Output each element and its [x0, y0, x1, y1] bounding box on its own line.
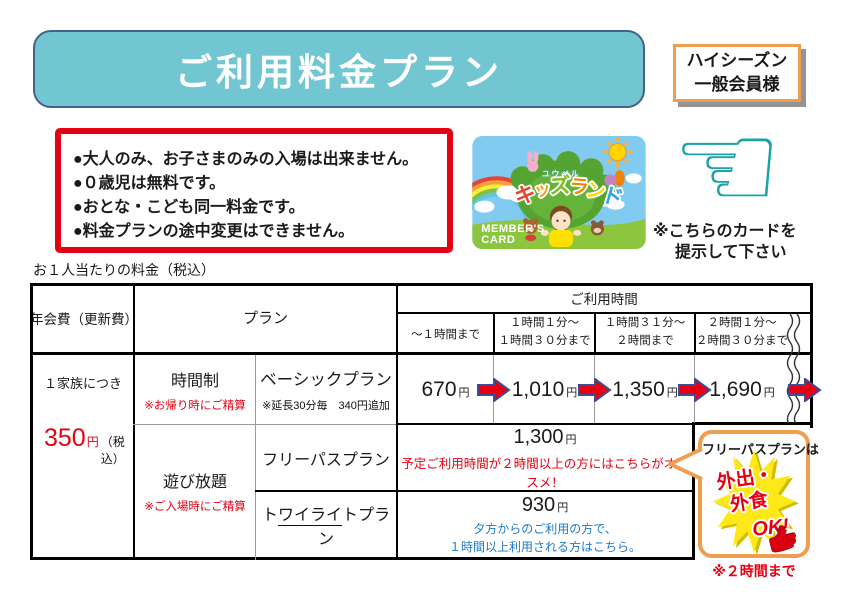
table-gridline [398, 312, 810, 314]
time-slot-header: ～１時間まで [411, 329, 480, 342]
notice-item: ●おとな・こども同一料金です。 [73, 199, 305, 216]
child-icon [540, 205, 582, 247]
title-banner: ご利用料金プラン [33, 30, 645, 108]
table-gridline [594, 312, 596, 355]
bubble-title: フリーパスプランは [702, 442, 819, 457]
per-family-label: １家族につき [44, 376, 123, 391]
table-border [30, 283, 813, 286]
two-hour-limit-note: ※２時間まで [712, 563, 796, 579]
table-border [30, 557, 695, 560]
arrow-right-icon [477, 378, 511, 402]
freepass-note: 予定ご利用時間が２時間以上の方にはこちらがオススメ！ [401, 456, 689, 490]
card-brand-top: ユウベル [542, 169, 580, 178]
bubble-tail [668, 447, 703, 481]
table-gridline [30, 352, 813, 355]
squirrel-icon [604, 170, 625, 187]
hourly-plan-name: 時間制 [170, 372, 219, 390]
season-member-box: ハイシーズン 一般会員様 [673, 44, 801, 102]
notice-item: ●大人のみ、お子さまのみの入場は出来ません。 [73, 151, 419, 168]
col-header-usage-time: ご利用時間 [570, 291, 638, 307]
thumbs-up-icon [769, 525, 796, 553]
sun-icon [602, 137, 633, 168]
page-title: ご利用料金プラン [175, 52, 503, 93]
time-slot-header: １時間３１分～ ２時間まで [604, 317, 686, 347]
pointing-hand-icon: ☜ [671, 95, 783, 239]
table-gridline [133, 424, 396, 425]
basic-plan-cell: ベーシックプラン ※延長30分毎 340円追加 [256, 355, 396, 424]
annual-fee-cell: １家族につき 350 円（税込） [33, 355, 133, 557]
unlimited-plan-name: 遊び放題 [162, 474, 227, 491]
tanuki-icon [590, 220, 604, 236]
notice-item: ●料金プランの途中変更はできません。 [73, 223, 355, 240]
notice-box: ●大人のみ、お子さまのみの入場は出来ません。 ●０歳児は無料です。 ●おとな・こ… [55, 128, 453, 253]
torn-edge-wavy-lines [786, 314, 801, 423]
table-label: お１人当たりの料金（税込） [33, 262, 215, 278]
time-slot-header: １時間１分～ １時間３０分まで [498, 317, 591, 347]
unlimited-plan-note: ※ご入場時にご精算 [144, 501, 246, 513]
freepass-price-cell: 1,300 円 予定ご利用時間が２時間以上の方にはこちらがオススメ！ [398, 426, 692, 490]
hourly-plan-note: ※お帰り時にご精算 [144, 399, 246, 412]
arrow-right-icon [788, 378, 822, 402]
basic-price-cell: 670 円 [421, 377, 470, 401]
basic-plan-note: ※延長30分毎 340円追加 [262, 400, 390, 412]
table-gridline [396, 283, 398, 560]
col-header-plan: プラン [242, 310, 288, 327]
hourly-plan-cell: 時間制 ※お帰り時にご精算 [135, 355, 255, 424]
card-members-text: MEMBER'S [481, 223, 544, 235]
card-caption-line2: 提示して下さい [675, 243, 787, 261]
annual-price: 350 円（税込） [44, 424, 125, 466]
table-gridline [396, 423, 813, 425]
logo-letter: ズ [549, 172, 571, 198]
time-slot-header: ２時間１分～ ２時間３０分まで [696, 317, 788, 347]
freepass-callout-bubble: フリーパスプランは 外出・ 外食 OK! [698, 430, 819, 558]
rabbit-icon [527, 151, 539, 172]
table-gridline [255, 490, 695, 492]
unlimited-plan-cell: 遊び放題 ※ご入場時にご精算 [135, 425, 255, 557]
table-border [810, 283, 813, 428]
season-line2: 一般会員様 [694, 74, 780, 94]
table-border [692, 425, 695, 560]
card-caption-line1: ※こちらのカードを [653, 223, 797, 240]
twilight-note: 夕方からのご利用の方で、 １時間以上利用される方はこちら。 [448, 521, 641, 554]
pricing-table: 年会費（更新費） プラン ご利用時間 ～１時間まで １時間１分～ １時間３０分ま… [30, 283, 822, 560]
twilight-plan-name: トワイライトプラン [261, 506, 391, 548]
logo-letter: ッ [533, 178, 553, 200]
tree-icon [510, 151, 616, 239]
card-members-text: CARD [481, 234, 515, 246]
card-caption: ※こちらのカードを 提示して下さい [653, 222, 797, 264]
basic-price-cell: 1,010 円 [511, 377, 578, 401]
basic-price-cell: 1,350 円 [612, 377, 678, 401]
freepass-plan-name: フリーパスプラン [262, 452, 390, 469]
freepass-plan-cell: フリーパスプラン [256, 426, 396, 490]
twilight-plan-cell: トワイライトプラン [256, 492, 396, 557]
basic-plan-name: ベーシックプラン [260, 371, 392, 389]
arrow-right-icon [578, 378, 612, 402]
table-gridline [133, 283, 135, 560]
card-logo: キ ッ ズ ラ ン ド [511, 171, 628, 213]
members-card-image: ユウベル キ ッ ズ ラ ン ド MEMBER'S CARD [472, 136, 646, 249]
table-gridline [255, 355, 256, 560]
season-line1: ハイシーズン [686, 51, 788, 71]
table-gridline [493, 312, 495, 355]
bear-icon [523, 218, 539, 242]
col-header-annual-fee: 年会費（更新費） [30, 311, 138, 327]
table-border [30, 283, 33, 560]
starburst-icon: 外出・ 外食 OK! [712, 450, 799, 554]
logo-letter: ラ [569, 177, 590, 199]
notice-item: ●０歳児は無料です。 [73, 175, 226, 192]
table-gridline [694, 312, 696, 355]
card-art: ユウベル キ ッ ズ ラ ン ド MEMBER'S CARD [472, 136, 646, 249]
arrow-right-icon [678, 378, 712, 402]
basic-price-cell: 1,690 円 [709, 377, 775, 401]
twilight-price-cell: 930 円 夕方からのご利用の方で、 １時間以上利用される方はこちら。 [448, 493, 641, 554]
